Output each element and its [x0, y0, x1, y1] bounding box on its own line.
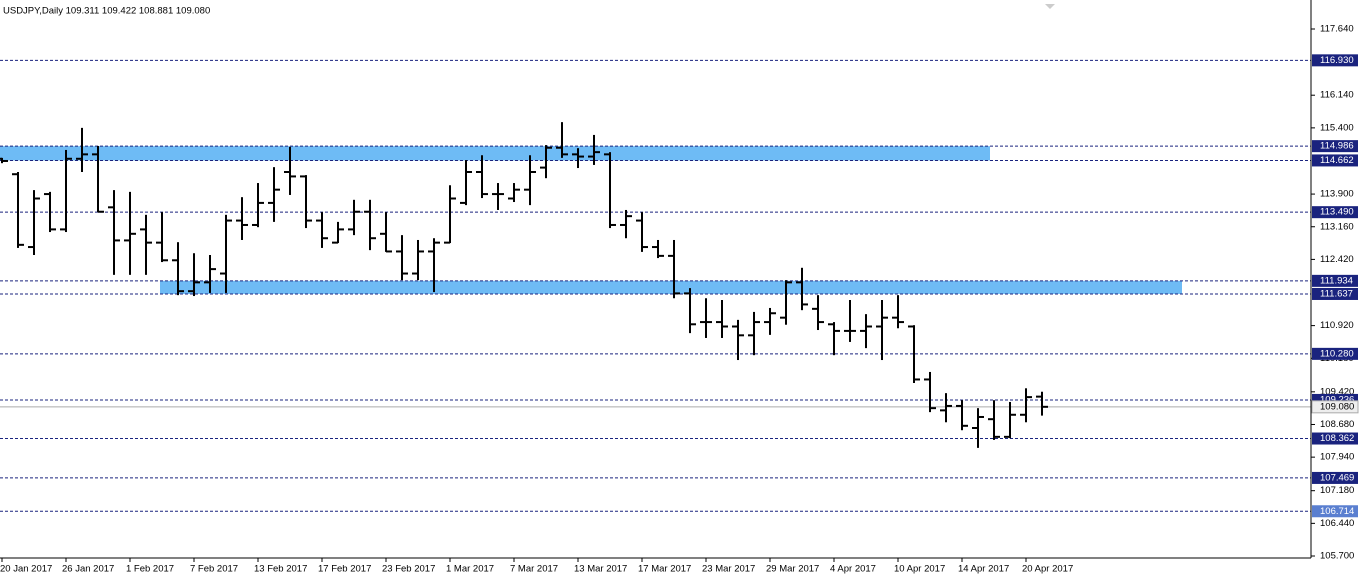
- y-tick-label: 115.400: [1320, 122, 1354, 133]
- x-tick-label: 1 Mar 2017: [446, 564, 494, 575]
- level-label-bg: [1312, 347, 1358, 360]
- x-tick-label: 26 Jan 2017: [62, 564, 114, 575]
- level-label: 114.986: [1320, 141, 1354, 152]
- level-label-bg: [1312, 471, 1358, 484]
- level-label-bg: [1312, 287, 1358, 300]
- x-tick-label: 13 Mar 2017: [574, 564, 627, 575]
- level-label: 106.714: [1320, 506, 1354, 517]
- level-label: 113.490: [1320, 207, 1354, 218]
- y-tick-label: 108.680: [1320, 419, 1354, 430]
- zone: [0, 146, 990, 161]
- current-price-bg: [1311, 400, 1359, 414]
- y-tick-label: 107.180: [1320, 485, 1354, 496]
- y-tick-label: 109.420: [1320, 386, 1354, 397]
- x-tick-label: 13 Feb 2017: [254, 564, 307, 575]
- x-tick-label: 14 Apr 2017: [958, 564, 1009, 575]
- x-tick-label: 20 Jan 2017: [0, 564, 52, 575]
- level-label-bg: [1312, 206, 1358, 219]
- level-label: 116.930: [1320, 55, 1354, 66]
- level-label: 111.637: [1320, 288, 1353, 299]
- y-tick-label: 110.920: [1320, 320, 1354, 331]
- y-tick-label: 117.640: [1320, 24, 1354, 35]
- level-label-bg: [1312, 140, 1358, 153]
- x-tick-label: 29 Mar 2017: [766, 564, 819, 575]
- level-label: 107.469: [1320, 472, 1354, 483]
- x-tick-label: 7 Feb 2017: [190, 564, 238, 575]
- x-tick-label: 4 Apr 2017: [830, 564, 876, 575]
- x-tick-label: 20 Apr 2017: [1022, 564, 1073, 575]
- y-tick-label: 113.900: [1320, 189, 1354, 200]
- level-label-bg: [1312, 54, 1358, 67]
- shift-marker: [1045, 4, 1055, 9]
- y-tick-label: 107.940: [1320, 452, 1354, 463]
- level-label-bg: [1312, 154, 1358, 167]
- x-tick-label: 23 Feb 2017: [382, 564, 435, 575]
- x-tick-label: 17 Feb 2017: [318, 564, 371, 575]
- y-tick-label: 112.420: [1320, 254, 1354, 265]
- zone: [160, 280, 1182, 294]
- level-label: 108.362: [1320, 433, 1354, 444]
- x-tick-label: 17 Mar 2017: [638, 564, 691, 575]
- level-label: 114.662: [1320, 155, 1354, 166]
- y-tick-label: 106.440: [1320, 518, 1354, 529]
- y-tick-label: 116.140: [1320, 90, 1354, 101]
- level-label: 110.280: [1320, 348, 1354, 359]
- x-tick-label: 1 Feb 2017: [126, 564, 174, 575]
- y-tick-label: 113.160: [1320, 221, 1354, 232]
- level-label-bg: [1312, 505, 1358, 518]
- level-label-bg: [1312, 432, 1358, 445]
- chart-title: USDJPY,Daily 109.311 109.422 108.881 109…: [3, 6, 210, 17]
- level-label: 109.236: [1320, 394, 1354, 405]
- y-tick-label: 105.700: [1320, 551, 1354, 562]
- level-label-bg: [1312, 274, 1358, 287]
- x-tick-label: 23 Mar 2017: [702, 564, 755, 575]
- x-tick-label: 7 Mar 2017: [510, 564, 558, 575]
- level-label: 111.934: [1320, 275, 1353, 286]
- x-tick-label: 10 Apr 2017: [894, 564, 945, 575]
- current-price-label: 109.080: [1320, 401, 1354, 412]
